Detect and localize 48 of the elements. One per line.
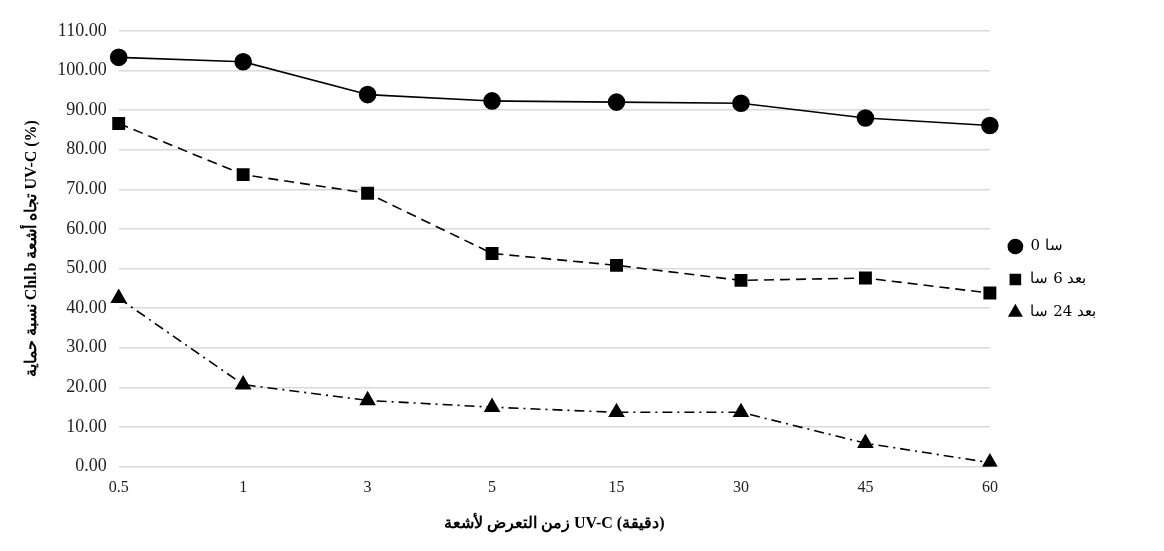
x-axis-title: زمن التعرض لأشعة UV-C (دقيقة) — [444, 511, 665, 533]
y-tick-label: 100.00 — [57, 59, 107, 80]
legend-label: 0 سا — [1030, 236, 1063, 255]
point — [858, 271, 872, 285]
point — [236, 168, 250, 182]
y-tick-label: 20.00 — [66, 376, 107, 397]
y-tick-label: 60.00 — [66, 217, 107, 238]
point — [234, 52, 252, 71]
legend-label: بعد 24 سا — [1030, 302, 1097, 321]
y-tick-label: 10.00 — [66, 415, 107, 436]
x-tick-label: 45 — [857, 478, 874, 496]
y-tick-label: 70.00 — [66, 178, 107, 199]
point — [732, 94, 750, 113]
x-tick-label: 30 — [732, 478, 749, 496]
y-tick-label: 90.00 — [66, 98, 107, 119]
y-tick-label: 50.00 — [66, 257, 107, 278]
y-tick-label: 30.00 — [66, 336, 107, 357]
point — [358, 85, 377, 104]
x-tick-label: 0.5 — [108, 478, 129, 496]
point — [607, 93, 626, 111]
y-tick-label: 0.00 — [75, 455, 107, 476]
point — [733, 403, 749, 418]
point — [610, 258, 623, 272]
point — [483, 92, 501, 110]
point — [359, 391, 376, 406]
point — [484, 398, 500, 412]
point — [857, 434, 874, 449]
y-tick-label: 80.00 — [66, 138, 107, 159]
point — [608, 403, 625, 418]
point — [734, 273, 748, 287]
y-tick-label: 110.00 — [57, 19, 107, 40]
y-axis-title: نسبة حماية Chl.b تجاه أشعة UV-C (%) — [18, 120, 40, 378]
x-tick-label: 15 — [608, 478, 625, 496]
point — [981, 116, 999, 135]
x-tick-label: 60 — [981, 478, 998, 496]
x-tick-label: 1 — [239, 478, 248, 496]
point — [112, 117, 126, 130]
point — [235, 375, 251, 390]
point — [983, 286, 997, 300]
point — [361, 186, 375, 200]
point — [485, 247, 499, 260]
point — [109, 48, 128, 67]
point — [856, 109, 875, 127]
point — [110, 289, 127, 304]
x-tick-label: 3 — [363, 478, 372, 496]
y-tick-label: 40.00 — [66, 296, 107, 317]
x-tick-label: 5 — [488, 478, 497, 496]
legend-label: بعد 6 سا — [1030, 269, 1087, 288]
